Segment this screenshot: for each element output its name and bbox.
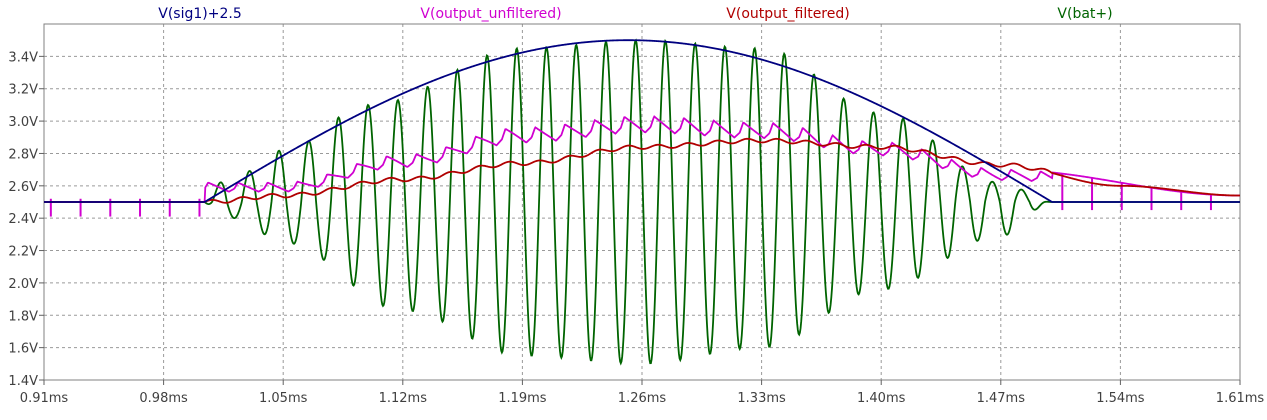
series-bat (44, 38, 1240, 366)
legend-entry: V(output_filtered) (726, 6, 849, 22)
axes: 0.91ms 0.98ms 1.05ms 1.12ms 1.19ms 1.26ms 1.33… (8, 50, 1264, 406)
y-tick-label: 3.0V (8, 115, 38, 130)
x-tick-label: 1.05ms (259, 391, 308, 406)
x-tick-label: 1.26ms (618, 391, 667, 406)
series-filtered (44, 137, 1240, 204)
y-tick-label: 1.6V (8, 342, 38, 357)
x-tick-label: 1.47ms (977, 391, 1026, 406)
legend-entry: V(sig1)+2.5 (158, 6, 241, 22)
y-tick-label: 2.0V (8, 277, 38, 292)
x-tick-label: 1.12ms (379, 391, 428, 406)
series-group (44, 38, 1240, 366)
y-tick-label: 1.4V (8, 374, 38, 389)
y-tick-label: 1.8V (8, 309, 38, 324)
legend-entry: V(output_unfiltered) (420, 6, 561, 22)
series-unfiltered (44, 115, 1240, 203)
x-tick-label: 1.33ms (737, 391, 786, 406)
x-tick-label: 1.54ms (1096, 391, 1145, 406)
x-tick-label: 1.61ms (1216, 391, 1265, 406)
series-sig1 (44, 39, 1240, 203)
y-tick-label: 3.4V (8, 50, 38, 65)
x-tick-label: 0.91ms (20, 391, 69, 406)
x-tick-label: 1.19ms (498, 391, 547, 406)
y-tick-label: 3.2V (8, 83, 38, 98)
y-tick-label: 2.6V (8, 180, 38, 195)
x-tick-label: 1.40ms (857, 391, 906, 406)
x-tick-label: 0.98ms (139, 391, 188, 406)
y-tick-label: 2.2V (8, 245, 38, 260)
legend: V(sig1)+2.5 V(output_unfiltered) V(output_… (158, 6, 1112, 22)
legend-entry: V(bat+) (1057, 6, 1112, 22)
grid (43, 24, 1241, 381)
y-tick-label: 2.4V (8, 212, 38, 227)
y-tick-label: 2.8V (8, 147, 38, 162)
